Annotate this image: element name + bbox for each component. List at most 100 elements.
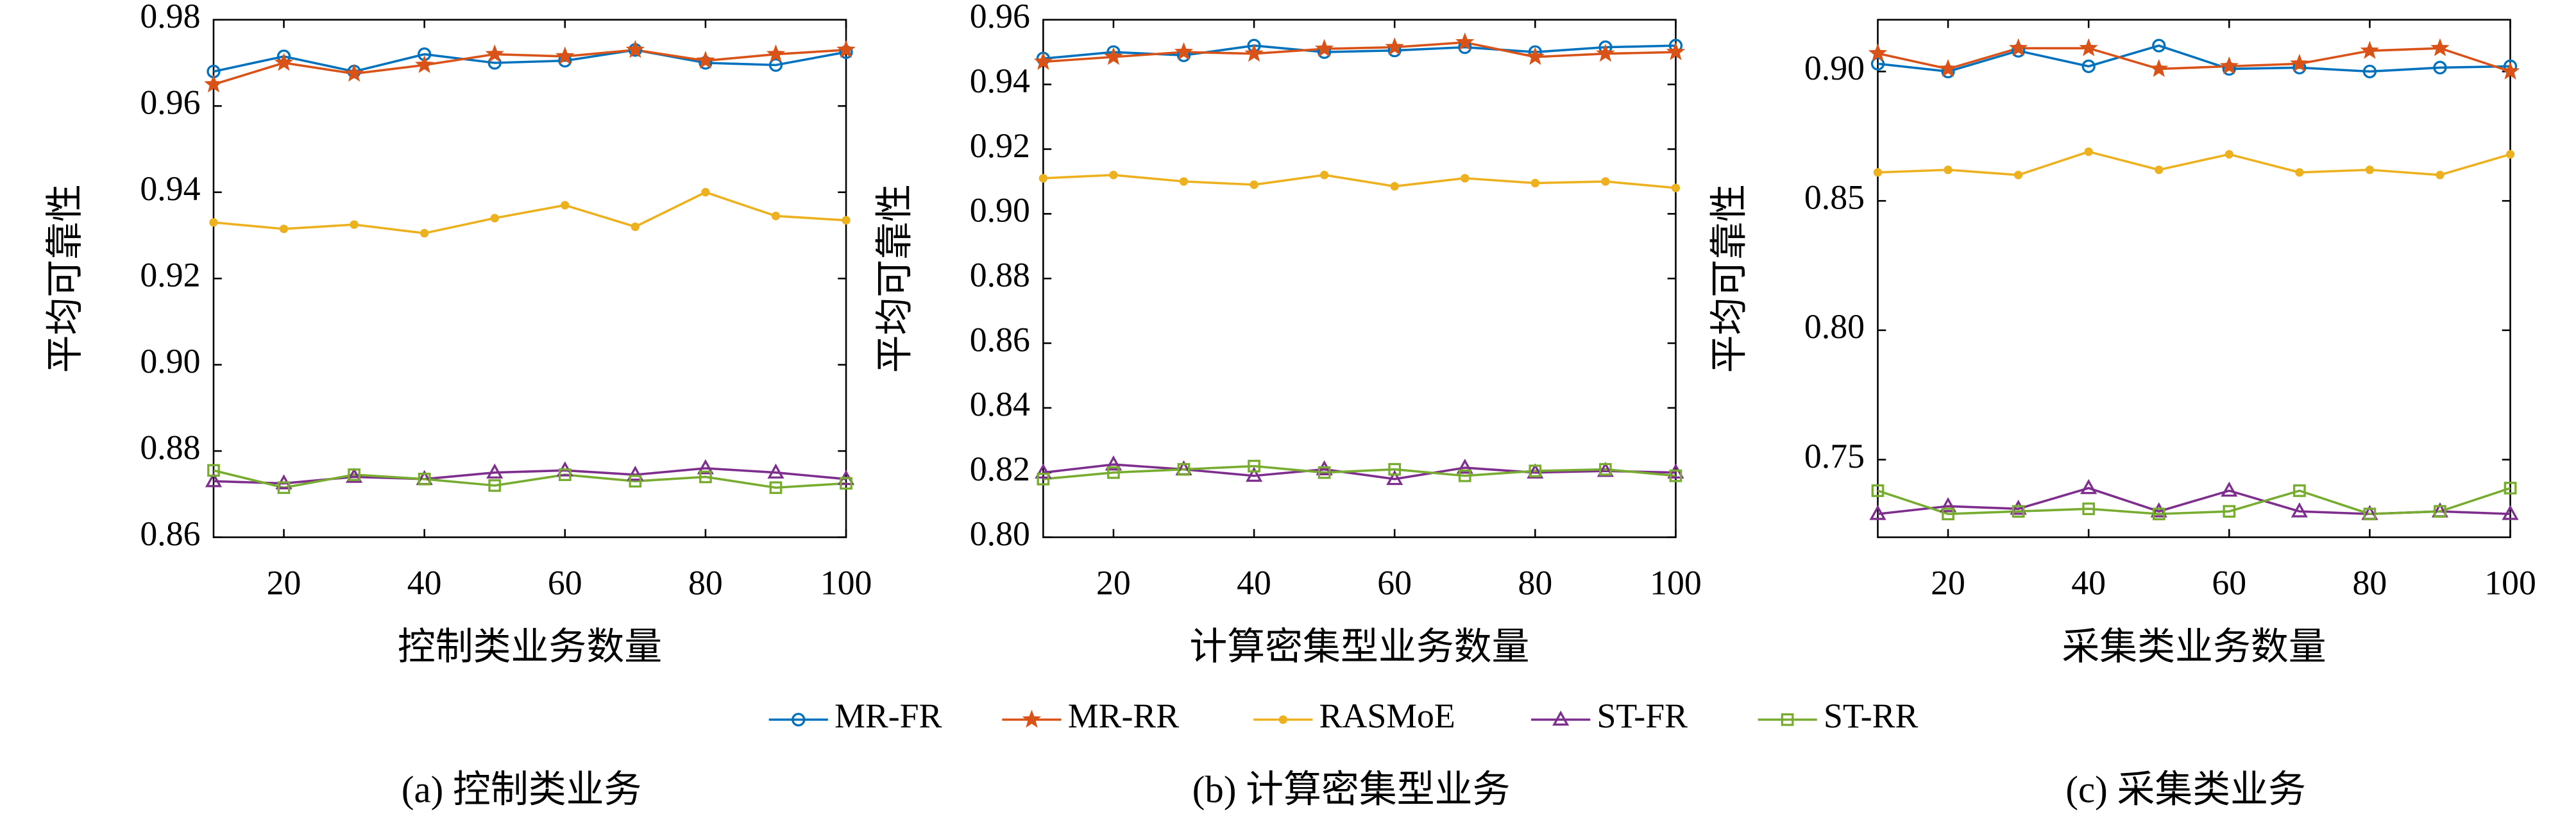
point (2221, 481, 2238, 497)
x-axis-label: 计算密集型业务数量 (1189, 626, 1529, 668)
y-tick-label: 0.88 (140, 428, 200, 466)
x-tick-label: 60 (548, 564, 582, 602)
point (2152, 507, 2165, 521)
x-tick-label: 40 (2071, 564, 2106, 602)
y-tick-label: 0.84 (970, 385, 1030, 423)
y-axis-label: 平均可靠性 (44, 184, 86, 373)
point (1388, 462, 1402, 476)
legend-label: RASMoE (1319, 697, 1455, 735)
point (1939, 496, 1957, 513)
point (488, 479, 502, 492)
point (1525, 47, 1545, 65)
point (1869, 505, 1886, 520)
point (2292, 484, 2306, 497)
series-line (1043, 464, 1676, 480)
point (1596, 44, 1615, 62)
point (2434, 505, 2446, 518)
x-axis-label: 采集类业务数量 (2062, 626, 2326, 668)
point (1314, 38, 1334, 57)
series-line (1877, 487, 2511, 516)
point (555, 46, 575, 65)
y-tick-label: 0.94 (970, 62, 1030, 100)
x-tick-label: 20 (267, 564, 301, 602)
point (274, 53, 294, 71)
legend-marker (792, 713, 806, 727)
point (350, 220, 359, 229)
x-tick-label: 80 (2353, 564, 2387, 602)
point (1599, 462, 1612, 476)
point (205, 471, 223, 488)
point (2433, 60, 2447, 75)
point (767, 463, 784, 479)
point (631, 222, 640, 232)
point (701, 188, 710, 197)
point (485, 44, 504, 63)
point (697, 459, 714, 475)
series-line (213, 49, 847, 86)
x-tick-label: 100 (2484, 564, 2536, 602)
point (1386, 470, 1403, 486)
y-tick-label: 0.94 (140, 169, 200, 208)
y-tick-label: 0.90 (140, 342, 200, 380)
point (2363, 507, 2377, 521)
point (1527, 463, 1544, 479)
point (1250, 180, 1258, 189)
point (771, 212, 781, 221)
point (1944, 165, 1953, 174)
y-tick-label: 0.90 (970, 191, 1030, 230)
point (1669, 469, 1682, 482)
point (2360, 40, 2380, 59)
series-line (1877, 150, 2511, 176)
point (2290, 53, 2309, 72)
point (418, 472, 431, 486)
point (2436, 171, 2445, 180)
point (2079, 38, 2098, 56)
y-tick-label: 0.92 (140, 256, 200, 294)
point (1385, 37, 1404, 56)
point (2504, 482, 2517, 495)
point (1458, 469, 1471, 482)
point (696, 51, 715, 69)
chart: 0.75 0.80 0.85 0.90 20 40 60 80 100 采集类业务数量 平均可靠性 (… (1709, 19, 2536, 811)
point (2080, 479, 2097, 495)
point (1319, 171, 1329, 180)
caption: (a) 控制类业务 (402, 769, 642, 811)
point (1245, 466, 1263, 482)
x-tick-label: 20 (1931, 564, 1965, 602)
point (627, 465, 644, 481)
legend-marker (1552, 710, 1570, 726)
point (1244, 44, 1264, 62)
point (2219, 56, 2239, 74)
series-line (1043, 463, 1676, 480)
point (2362, 64, 2377, 79)
point (2081, 59, 2096, 74)
y-tick-label: 0.96 (140, 83, 200, 122)
point (2430, 38, 2450, 56)
point (486, 463, 504, 479)
point (1455, 32, 1475, 51)
series-line (1043, 41, 1676, 64)
series-line (213, 49, 847, 73)
y-tick-label: 0.90 (1804, 49, 1865, 87)
point (414, 55, 434, 73)
legend-label: MR-RR (1068, 697, 1179, 735)
y-tick-label: 0.75 (1804, 437, 1865, 475)
y-tick-label: 0.98 (140, 0, 200, 35)
point (1868, 43, 1888, 62)
legend: MR-FR MR-RR RASMoE ST-FR ST-RR (768, 697, 1919, 735)
series-line (213, 191, 847, 235)
point (2155, 165, 2164, 174)
x-tick-label: 40 (407, 564, 442, 602)
point (2224, 149, 2233, 159)
y-tick-label: 0.80 (970, 514, 1030, 553)
point (2084, 147, 2093, 157)
y-tick-label: 0.86 (970, 320, 1030, 359)
point (1597, 462, 1614, 477)
series-line (1877, 47, 2511, 73)
y-tick-label: 0.96 (970, 0, 1030, 35)
point (277, 481, 291, 495)
point (836, 40, 856, 58)
point (1529, 464, 1542, 478)
y-tick-label: 0.85 (1804, 178, 1865, 216)
